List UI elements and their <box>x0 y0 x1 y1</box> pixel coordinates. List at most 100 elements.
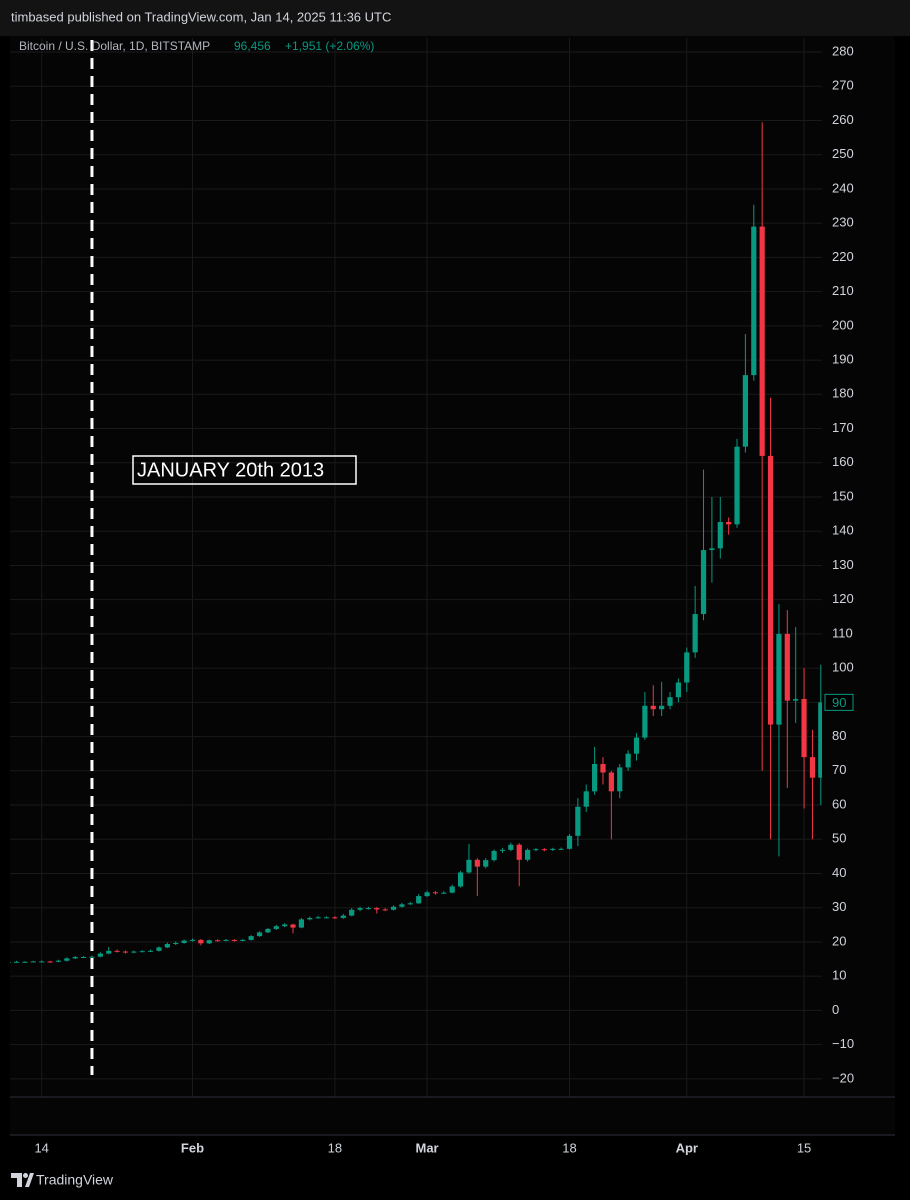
candle-body <box>307 917 313 920</box>
candle-body <box>692 614 698 653</box>
candle-body <box>726 521 732 525</box>
candle-body <box>642 705 648 738</box>
candle-body <box>700 550 707 615</box>
candle-body <box>407 903 413 905</box>
symbol-title: Bitcoin / U.S. Dollar, 1D, BITSTAMP <box>19 39 210 53</box>
candle-body <box>533 849 539 851</box>
candle-body <box>156 947 162 951</box>
tradingview-logo <box>11 1173 34 1187</box>
y-tick-label: 230 <box>832 215 854 230</box>
y-tick-label: 0 <box>832 1002 839 1017</box>
last-price: 96,456 <box>234 39 271 53</box>
x-tick-label: 18 <box>328 1140 342 1155</box>
candle-body <box>709 548 715 551</box>
y-tick-label: 210 <box>832 283 854 298</box>
candle-body <box>617 767 623 792</box>
candle-body <box>22 961 28 963</box>
candles <box>10 122 822 964</box>
candle-body <box>793 698 799 701</box>
y-tick-label: 220 <box>832 249 854 264</box>
y-tick-label: 240 <box>832 180 854 195</box>
candle-body <box>432 892 439 894</box>
y-tick-label: 190 <box>832 352 854 367</box>
candle-body <box>508 844 514 850</box>
y-tick-label: 260 <box>832 112 854 127</box>
candle-body <box>30 961 36 963</box>
candle-body <box>416 896 422 904</box>
y-tick-label: 20 <box>832 933 846 948</box>
grid <box>10 38 822 1097</box>
y-tick-label: −10 <box>832 1036 854 1051</box>
candle-body <box>382 909 388 911</box>
y-tick-label: 40 <box>832 865 846 880</box>
candle-body <box>240 939 246 941</box>
last-price-box <box>824 693 854 711</box>
candle-body <box>390 906 397 910</box>
candle-body <box>399 904 405 907</box>
y-tick-label: 270 <box>832 78 854 93</box>
y-tick-label: 250 <box>832 146 854 161</box>
candle-body <box>633 737 640 754</box>
y-tick-label: 70 <box>832 762 846 777</box>
candle-body <box>751 226 757 376</box>
y-tick-label: 110 <box>832 625 853 640</box>
annotation-text: JANUARY 20th 2013 <box>137 459 324 481</box>
plot-background <box>10 36 895 1136</box>
candle-body <box>349 909 355 916</box>
x-tick-label: Feb <box>181 1140 204 1155</box>
candle-body <box>265 928 271 933</box>
candle-body <box>80 957 87 959</box>
y-tick-label: 170 <box>832 420 854 435</box>
candle-body <box>784 633 790 701</box>
candle-body <box>499 849 506 851</box>
y-tick-label: 280 <box>832 43 854 58</box>
candle-body <box>248 936 254 940</box>
candle-body <box>667 697 673 706</box>
candle-body <box>256 932 263 937</box>
candle-body <box>164 944 170 948</box>
candle-body <box>818 702 822 778</box>
candle-body <box>131 951 137 953</box>
candle-body <box>441 892 447 894</box>
y-tick-label: 60 <box>832 796 846 811</box>
published-by: timbased published on TradingView.com, J… <box>11 9 391 24</box>
candle-body <box>600 763 606 773</box>
candle-body <box>483 860 489 867</box>
candle-body <box>466 859 472 873</box>
candle-body <box>122 951 129 953</box>
candle-body <box>516 844 522 860</box>
candle-body <box>650 705 656 710</box>
candle-body <box>625 753 631 768</box>
candle-body <box>717 521 723 549</box>
candle-body <box>767 455 774 725</box>
candle-body <box>290 924 296 928</box>
candle-body <box>474 859 480 867</box>
candle-body <box>114 950 120 952</box>
y-tick-label: 10 <box>832 968 846 983</box>
candle-body <box>181 940 187 943</box>
candle-body <box>89 956 95 958</box>
candle-body <box>809 757 816 778</box>
candle-body <box>734 446 740 525</box>
candle-body <box>365 908 372 910</box>
x-tick-label: 18 <box>562 1140 576 1155</box>
x-tick-label: Mar <box>416 1140 439 1155</box>
candle-body <box>491 850 497 861</box>
candle-body <box>189 939 196 941</box>
candle-body <box>776 633 782 725</box>
candle-body <box>357 908 363 910</box>
x-tick-label: Apr <box>676 1140 698 1155</box>
y-tick-label: −20 <box>832 1070 854 1085</box>
footer-brand: TradingView <box>36 1172 114 1188</box>
y-tick-label: 160 <box>832 454 854 469</box>
x-tick-label: 14 <box>34 1140 48 1155</box>
candle-body <box>801 698 807 758</box>
candle-body <box>566 835 573 849</box>
candle-body <box>97 953 103 957</box>
y-tick-label: 130 <box>832 557 854 572</box>
candle-body <box>684 652 690 683</box>
candle-body <box>457 872 464 887</box>
candle-body <box>659 705 665 710</box>
candle-body <box>148 950 154 952</box>
